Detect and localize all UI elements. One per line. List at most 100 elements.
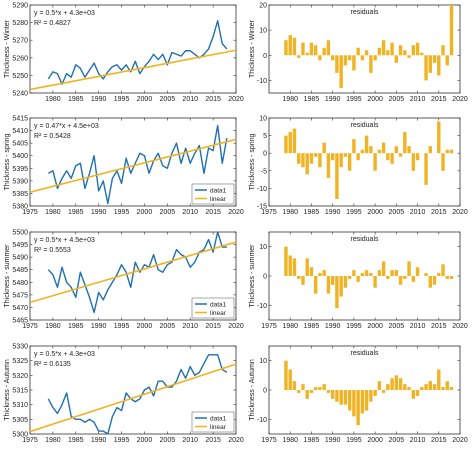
residual-bar bbox=[394, 55, 399, 63]
x-tick-label: 1975 bbox=[22, 209, 38, 216]
residual-bar bbox=[437, 273, 441, 276]
residual-bar bbox=[318, 387, 322, 390]
residual-bar bbox=[352, 390, 356, 417]
thickness-panel-3: 1975 1980 1985 1990 1995 2000 2005 2010 2015 2020… bbox=[4, 230, 244, 331]
residual-bar bbox=[301, 276, 305, 285]
y-tick-label: 5470 bbox=[12, 305, 28, 312]
residual-bar bbox=[381, 40, 386, 56]
residual-bar bbox=[309, 153, 314, 164]
x-tick-label: 2015 bbox=[205, 437, 221, 444]
residual-bar bbox=[420, 387, 424, 390]
y-tick-label: 5300 bbox=[12, 432, 28, 439]
residual-bar bbox=[445, 381, 449, 390]
y-axis-label: Thickness - Winter bbox=[4, 19, 11, 78]
residual-bar bbox=[445, 276, 449, 279]
x-tick-label: 2005 bbox=[389, 437, 405, 444]
x-tick-label: 1985 bbox=[68, 209, 84, 216]
y-tick-label: -10 bbox=[257, 303, 267, 310]
x-tick-label: 2000 bbox=[367, 96, 383, 103]
x-tick-label: 1995 bbox=[346, 96, 362, 103]
residual-bar bbox=[428, 55, 432, 73]
residual-bar bbox=[369, 55, 373, 73]
r-squared: R² = 0.5553 bbox=[34, 247, 71, 254]
residual-bar bbox=[288, 35, 292, 56]
residuals-title: residuals bbox=[350, 9, 379, 16]
y-tick-label: 5305 bbox=[12, 417, 28, 424]
x-tick-label: 2005 bbox=[160, 323, 176, 330]
linear-fit-line bbox=[30, 138, 236, 193]
residual-bar bbox=[437, 369, 441, 390]
residuals-panel-4: 1975 1980 1985 1990 1995 2000 2005 2010 2015 2020… bbox=[249, 345, 468, 444]
x-tick-label: 2010 bbox=[410, 437, 426, 444]
residual-bar bbox=[330, 390, 335, 399]
y-axis-label: Thickness - summer bbox=[4, 244, 11, 308]
plot-area bbox=[284, 121, 454, 199]
y-tick-label: 5395 bbox=[12, 166, 28, 173]
residual-bar bbox=[292, 128, 297, 154]
residual-bar bbox=[297, 153, 301, 164]
x-tick-label: 1985 bbox=[304, 96, 320, 103]
residual-bar bbox=[386, 384, 390, 390]
x-tick-label: 1975 bbox=[261, 209, 277, 216]
y-tick-label: 10 bbox=[259, 244, 267, 251]
y-tick-label: 5315 bbox=[12, 388, 28, 395]
plot-area bbox=[30, 124, 236, 205]
residual-bar bbox=[377, 149, 382, 154]
y-tick-label: 5280 bbox=[12, 20, 28, 27]
x-tick-label: 2015 bbox=[205, 209, 221, 216]
x-tick-label: 1995 bbox=[346, 323, 362, 330]
x-tick-label: 1995 bbox=[114, 323, 130, 330]
residual-bar bbox=[301, 153, 305, 168]
x-tick-label: 1985 bbox=[68, 323, 84, 330]
residual-bar bbox=[288, 132, 292, 154]
residual-bar bbox=[369, 273, 373, 276]
residual-bar bbox=[369, 146, 373, 154]
residual-bar bbox=[390, 378, 394, 390]
y-tick-label: 5400 bbox=[12, 153, 28, 160]
x-tick-label: 1980 bbox=[282, 437, 298, 444]
residual-bar bbox=[394, 375, 399, 390]
residual-bar bbox=[335, 276, 339, 309]
legend: data1 linear bbox=[191, 297, 235, 319]
y-tick-label: 5290 bbox=[12, 3, 28, 10]
residual-bar bbox=[415, 267, 420, 276]
residual-bar bbox=[420, 52, 424, 56]
r-squared: R² = 0.5428 bbox=[34, 133, 71, 140]
residual-bar bbox=[330, 55, 335, 61]
y-tick-label: 10 bbox=[259, 358, 267, 365]
y-tick-label: 5320 bbox=[12, 373, 28, 380]
residual-bar bbox=[326, 153, 331, 178]
y-tick-label: 5415 bbox=[12, 116, 28, 123]
y-axis-label: Thickness - spring bbox=[249, 133, 256, 190]
x-tick-label: 2020 bbox=[452, 323, 468, 330]
residual-bar bbox=[411, 390, 416, 399]
x-tick-label: 1980 bbox=[45, 209, 61, 216]
legend-entry: data1 bbox=[210, 187, 227, 194]
residual-bar bbox=[347, 55, 352, 61]
y-tick-label: -10 bbox=[257, 186, 267, 193]
linear-fit-line bbox=[30, 49, 236, 91]
x-tick-label: 1990 bbox=[325, 209, 341, 216]
residual-bar bbox=[403, 276, 407, 279]
x-tick-label: 1985 bbox=[68, 96, 84, 103]
x-tick-label: 1995 bbox=[114, 209, 130, 216]
legend-entry: linear bbox=[210, 196, 227, 203]
x-tick-label: 2000 bbox=[137, 437, 153, 444]
x-tick-label: 1990 bbox=[91, 323, 107, 330]
residual-bar bbox=[424, 153, 428, 185]
y-axis-label: Thickness - summer bbox=[249, 244, 256, 308]
residual-bar bbox=[297, 390, 301, 393]
y-tick-label: 5380 bbox=[12, 204, 28, 211]
x-tick-label: 2010 bbox=[410, 96, 426, 103]
x-tick-label: 2015 bbox=[431, 323, 447, 330]
residual-bar bbox=[403, 50, 407, 56]
x-tick-label: 2010 bbox=[182, 96, 198, 103]
y-tick-label: -15 bbox=[257, 204, 267, 211]
axes-box bbox=[268, 4, 461, 94]
residuals-panel-3: 1975 1980 1985 1990 1995 2000 2005 2010 2015 2020… bbox=[249, 231, 468, 330]
residuals-title: residuals bbox=[350, 122, 379, 129]
x-tick-label: 1990 bbox=[325, 96, 341, 103]
residual-bar bbox=[449, 149, 454, 154]
residual-bar bbox=[305, 52, 309, 56]
y-tick-label: 0 bbox=[263, 388, 267, 395]
